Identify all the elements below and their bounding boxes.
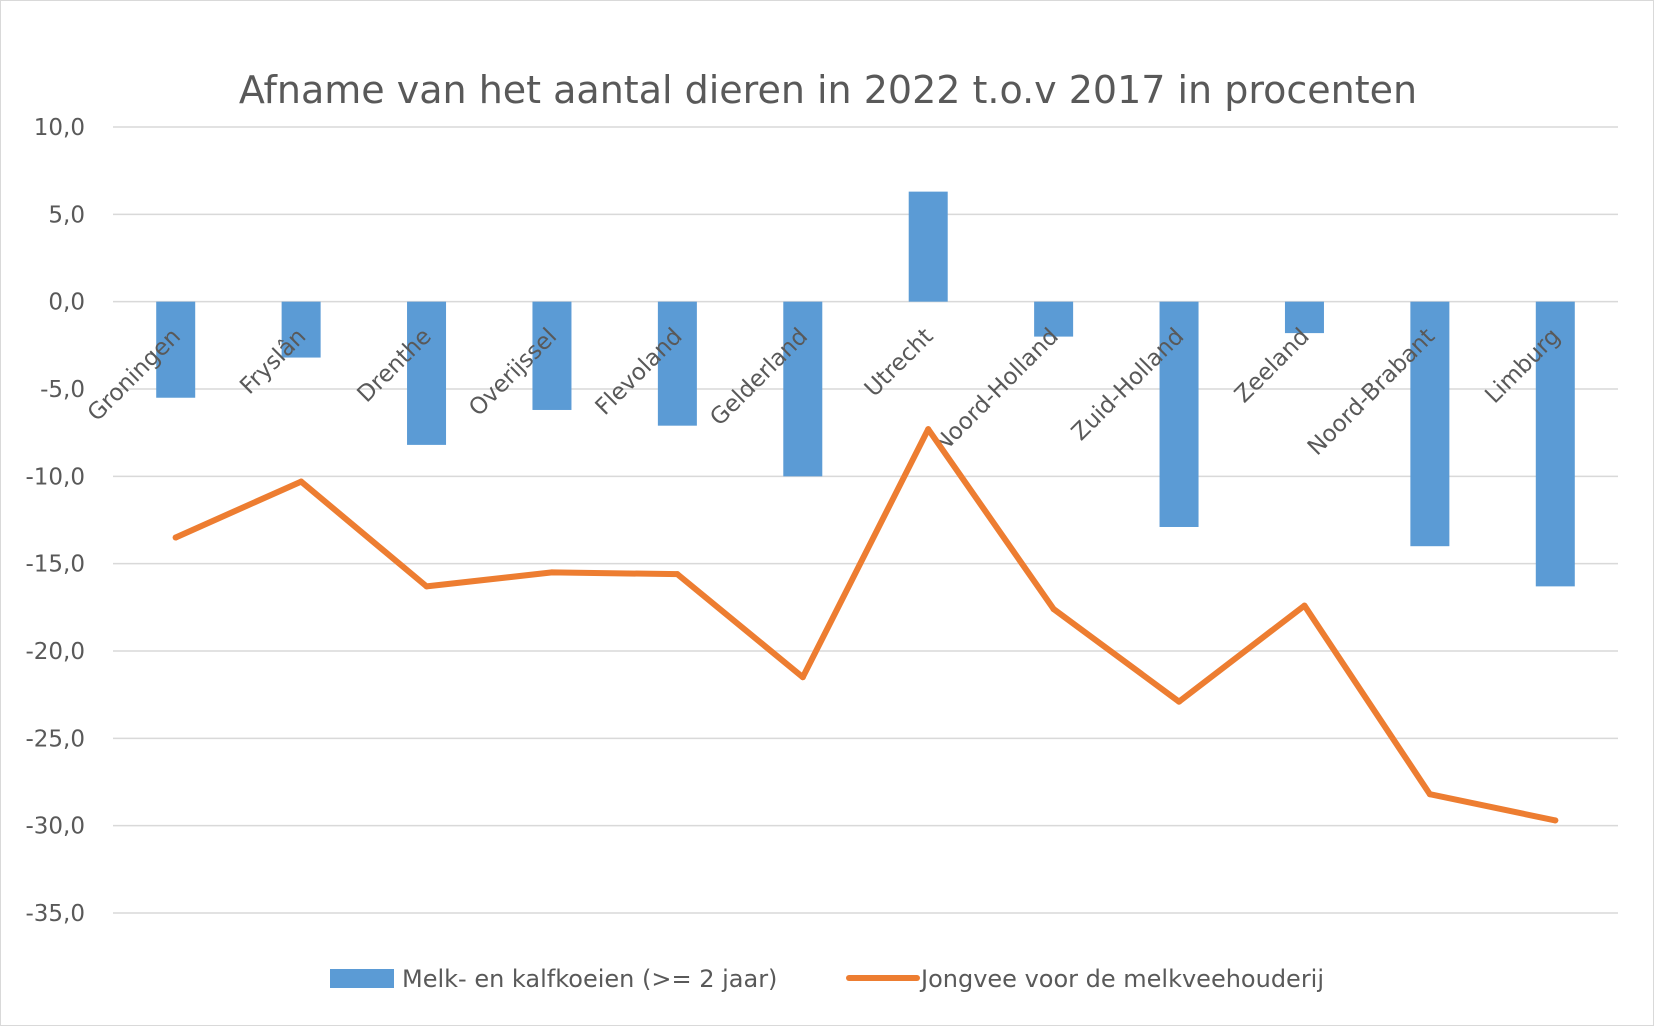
line-point	[1426, 791, 1433, 798]
line-point	[674, 571, 681, 578]
category-label: Fryslân	[235, 324, 311, 400]
bar-frysl-n	[281, 301, 321, 358]
legend-label-line: Jongvee voor de melkveehouderij	[919, 965, 1324, 993]
bar-drenthe	[407, 301, 447, 445]
line-point	[298, 478, 305, 485]
legend-swatch-bars	[330, 969, 394, 988]
y-tick-label: 5,0	[48, 202, 85, 228]
line-point	[1050, 606, 1057, 613]
y-tick-label: 10,0	[34, 115, 85, 141]
line-point	[1552, 817, 1559, 824]
bar-utrecht	[908, 191, 948, 302]
bar-overijssel	[532, 301, 572, 410]
bar-limburg	[1535, 301, 1575, 587]
line-point	[1176, 698, 1183, 705]
bar-zuid-holland	[1159, 301, 1199, 527]
category-label: Utrecht	[860, 324, 939, 403]
line-point	[799, 674, 806, 681]
line-series	[172, 426, 1559, 824]
legend-label-bars: Melk- en kalfkoeien (>= 2 jaar)	[402, 965, 777, 993]
y-tick-label: -25,0	[25, 726, 85, 752]
category-labels: Groningen Fryslân Drenthe Overijssel Flevola…	[83, 324, 1566, 461]
category-label: Noord-Holland	[929, 324, 1064, 459]
y-tick-label: 0,0	[48, 290, 85, 316]
line-point	[1301, 602, 1308, 609]
legend: Melk- en kalfkoeien (>= 2 jaar) Jongvee …	[330, 965, 1324, 993]
y-tick-label: -10,0	[25, 464, 85, 490]
bar-series	[156, 191, 1575, 587]
line-point	[172, 534, 179, 541]
line-jongvee	[172, 426, 1559, 824]
chart-title: Afname van het aantal dieren in 2022 t.o…	[239, 68, 1417, 112]
line-point	[423, 583, 430, 590]
y-tick-label: -5,0	[40, 377, 85, 403]
line-point	[925, 426, 932, 433]
bar-gelderland	[783, 301, 823, 477]
y-tick-label: -20,0	[25, 639, 85, 665]
y-tick-label: -15,0	[25, 552, 85, 578]
gridlines	[113, 126, 1618, 914]
category-label: Zeeland	[1230, 324, 1315, 409]
y-tick-label: -30,0	[25, 814, 85, 840]
y-tick-label: -35,0	[25, 901, 85, 927]
bar-groningen	[156, 301, 196, 398]
bar-flevoland	[657, 301, 697, 426]
line-point	[548, 569, 555, 576]
bar-noord-holland	[1034, 301, 1074, 337]
bar-zeeland	[1284, 301, 1324, 334]
bar-noord-brabant	[1410, 301, 1450, 547]
y-axis-tick-labels: 10,0 5,0 0,0 -5,0 -10,0 -15,0 -20,0 -25,0 -30,0 -…	[25, 115, 85, 927]
